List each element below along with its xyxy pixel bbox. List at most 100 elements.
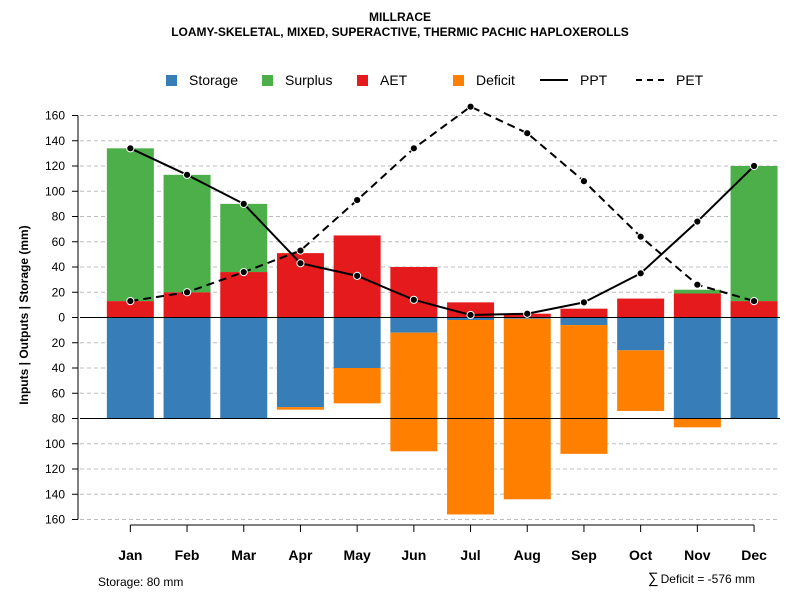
x-tick-label: Sep — [571, 547, 597, 563]
legend-surplus: Surplus — [262, 71, 332, 89]
y-tick-label: 120 — [45, 462, 65, 476]
ppt-point — [409, 295, 418, 304]
storage-bar — [503, 317, 551, 319]
ppt-point — [693, 217, 702, 226]
legend-storage-label: Storage — [189, 72, 239, 88]
storage-bar — [333, 317, 381, 368]
ppt-point — [353, 271, 362, 280]
x-tick-label: Oct — [629, 547, 653, 563]
x-tick-label: Aug — [514, 547, 541, 563]
y-tick-label: 140 — [45, 487, 65, 501]
aet-bar — [560, 308, 608, 318]
x-tick-label: Dec — [741, 547, 767, 563]
storage-bar — [276, 317, 324, 408]
x-tick-label: Mar — [231, 547, 256, 563]
ppt-point — [749, 161, 759, 171]
storage-bar — [220, 317, 268, 419]
legend-aet-label: AET — [380, 72, 408, 88]
deficit-bar — [503, 318, 551, 500]
legend-pet-line — [636, 79, 664, 81]
surplus-bar — [106, 148, 154, 302]
pet-point — [296, 246, 305, 255]
ppt-point — [239, 199, 248, 208]
storage-bar — [560, 317, 608, 326]
storage-bar — [673, 317, 721, 419]
legend-storage-swatch — [166, 74, 177, 86]
pet-point — [523, 129, 532, 138]
y-tick-label: 100 — [45, 437, 65, 451]
y-tick-label: 140 — [45, 134, 65, 148]
aet-bar — [673, 293, 721, 318]
deficit-bar — [617, 350, 665, 411]
chart-title: MILLRACE — [369, 10, 431, 24]
legend-ppt: PPT — [540, 71, 607, 89]
legend-ppt-label: PPT — [580, 72, 608, 88]
storage-bar — [390, 317, 438, 333]
deficit-bar — [673, 418, 721, 428]
y-tick-label: 120 — [45, 159, 65, 173]
chart-subtitle: LOAMY-SKELETAL, MIXED, SUPERACTIVE, THER… — [171, 25, 629, 39]
pet-point — [579, 177, 589, 186]
bars — [106, 148, 778, 515]
storage-bar — [163, 317, 211, 419]
legend-deficit-label: Deficit — [476, 72, 515, 88]
pet-point — [466, 102, 475, 111]
y-tick-label: 0 — [58, 311, 65, 325]
surplus-bar — [220, 203, 268, 273]
x-tick-label: Jul — [460, 547, 480, 563]
legend-aet-swatch — [357, 74, 368, 86]
ppt-point — [523, 309, 532, 318]
x-tick-label: Nov — [684, 547, 711, 563]
y-tick-label: 80 — [52, 412, 66, 426]
pet-point — [182, 288, 192, 297]
legend-surplus-label: Surplus — [285, 72, 333, 88]
surplus-bar — [163, 174, 211, 293]
y-axis-title-box: Inputs | Outputs | Storage (mm) — [14, 100, 34, 530]
ppt-point — [579, 298, 589, 307]
aet-bar — [220, 272, 268, 318]
ppt-point — [126, 144, 135, 153]
storage-bar — [730, 317, 778, 419]
legend: Storage Surplus AET Deficit PPT PET — [0, 71, 800, 89]
y-tick-label: 160 — [45, 109, 65, 123]
y-tick-label: 20 — [52, 336, 66, 350]
y-tick-label: 100 — [45, 184, 65, 198]
legend-aet: AET — [357, 71, 407, 89]
x-tick-label: Apr — [288, 547, 313, 563]
y-tick-label: 80 — [52, 210, 66, 224]
legend-storage: Storage — [166, 71, 238, 89]
y-tick-label: 160 — [45, 513, 65, 527]
aet-bar — [730, 301, 778, 318]
ppt-point — [636, 269, 645, 278]
series-lines — [126, 102, 759, 320]
x-tick-label: Jan — [118, 547, 142, 563]
y-axis-title: Inputs | Outputs | Storage (mm) — [17, 225, 31, 405]
deficit-note: Deficit = -576 mm — [660, 572, 755, 586]
storage-bar — [106, 317, 154, 419]
deficit-bar — [333, 368, 381, 404]
aet-bar — [106, 301, 154, 318]
y-tick-label: 40 — [52, 361, 66, 375]
legend-ppt-line — [540, 79, 568, 81]
legend-deficit: Deficit — [453, 71, 515, 89]
sigma-icon: ∑ — [647, 570, 659, 587]
ppt-point — [182, 170, 192, 179]
ppt-point — [466, 310, 475, 320]
storage-note: Storage: 80 mm — [98, 575, 184, 589]
surplus-bar — [673, 289, 721, 294]
surplus-bar — [730, 166, 778, 302]
reference-lines — [80, 317, 780, 419]
aet-bar — [163, 292, 211, 318]
ppt-point — [296, 259, 305, 268]
pet-point — [409, 144, 418, 153]
pet-line — [130, 105, 755, 303]
legend-deficit-swatch — [453, 74, 464, 86]
legend-surplus-swatch — [262, 74, 273, 86]
pet-point — [636, 232, 645, 241]
y-tick-label: 60 — [52, 235, 66, 249]
deficit-summary: ∑ Deficit = -576 mm — [648, 570, 755, 587]
x-tick-label: May — [344, 547, 371, 563]
pet-point — [239, 267, 248, 277]
pet-point — [126, 296, 135, 306]
aet-bar — [447, 302, 495, 318]
